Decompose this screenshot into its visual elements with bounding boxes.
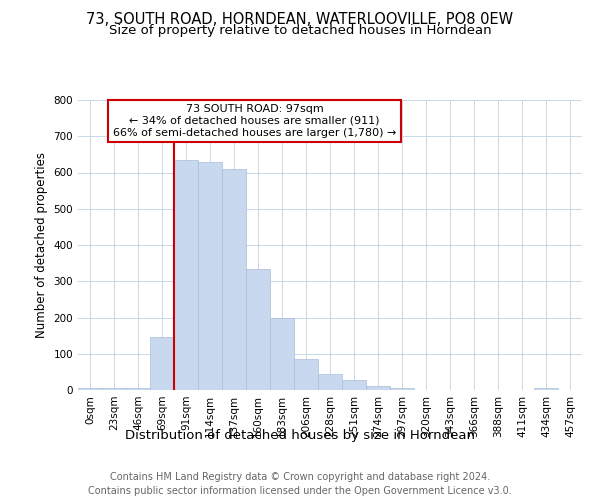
Text: Contains HM Land Registry data © Crown copyright and database right 2024.: Contains HM Land Registry data © Crown c… [110,472,490,482]
Bar [534,388,558,390]
Bar [318,374,342,390]
Bar [102,388,126,390]
Bar [294,359,318,390]
Text: Contains public sector information licensed under the Open Government Licence v3: Contains public sector information licen… [88,486,512,496]
Text: Size of property relative to detached houses in Horndean: Size of property relative to detached ho… [109,24,491,37]
Bar [270,318,294,390]
Bar [174,160,198,390]
Bar [222,169,246,390]
Bar [198,162,222,390]
Bar [366,386,390,390]
Bar [390,388,414,390]
Text: 73 SOUTH ROAD: 97sqm
← 34% of detached houses are smaller (911)
66% of semi-deta: 73 SOUTH ROAD: 97sqm ← 34% of detached h… [113,104,396,138]
Bar [150,338,174,390]
Y-axis label: Number of detached properties: Number of detached properties [35,152,48,338]
Text: Distribution of detached houses by size in Horndean: Distribution of detached houses by size … [125,428,475,442]
Bar [78,388,102,390]
Bar [342,380,366,390]
Text: 73, SOUTH ROAD, HORNDEAN, WATERLOOVILLE, PO8 0EW: 73, SOUTH ROAD, HORNDEAN, WATERLOOVILLE,… [86,12,514,28]
Bar [126,388,150,390]
Bar [246,268,270,390]
